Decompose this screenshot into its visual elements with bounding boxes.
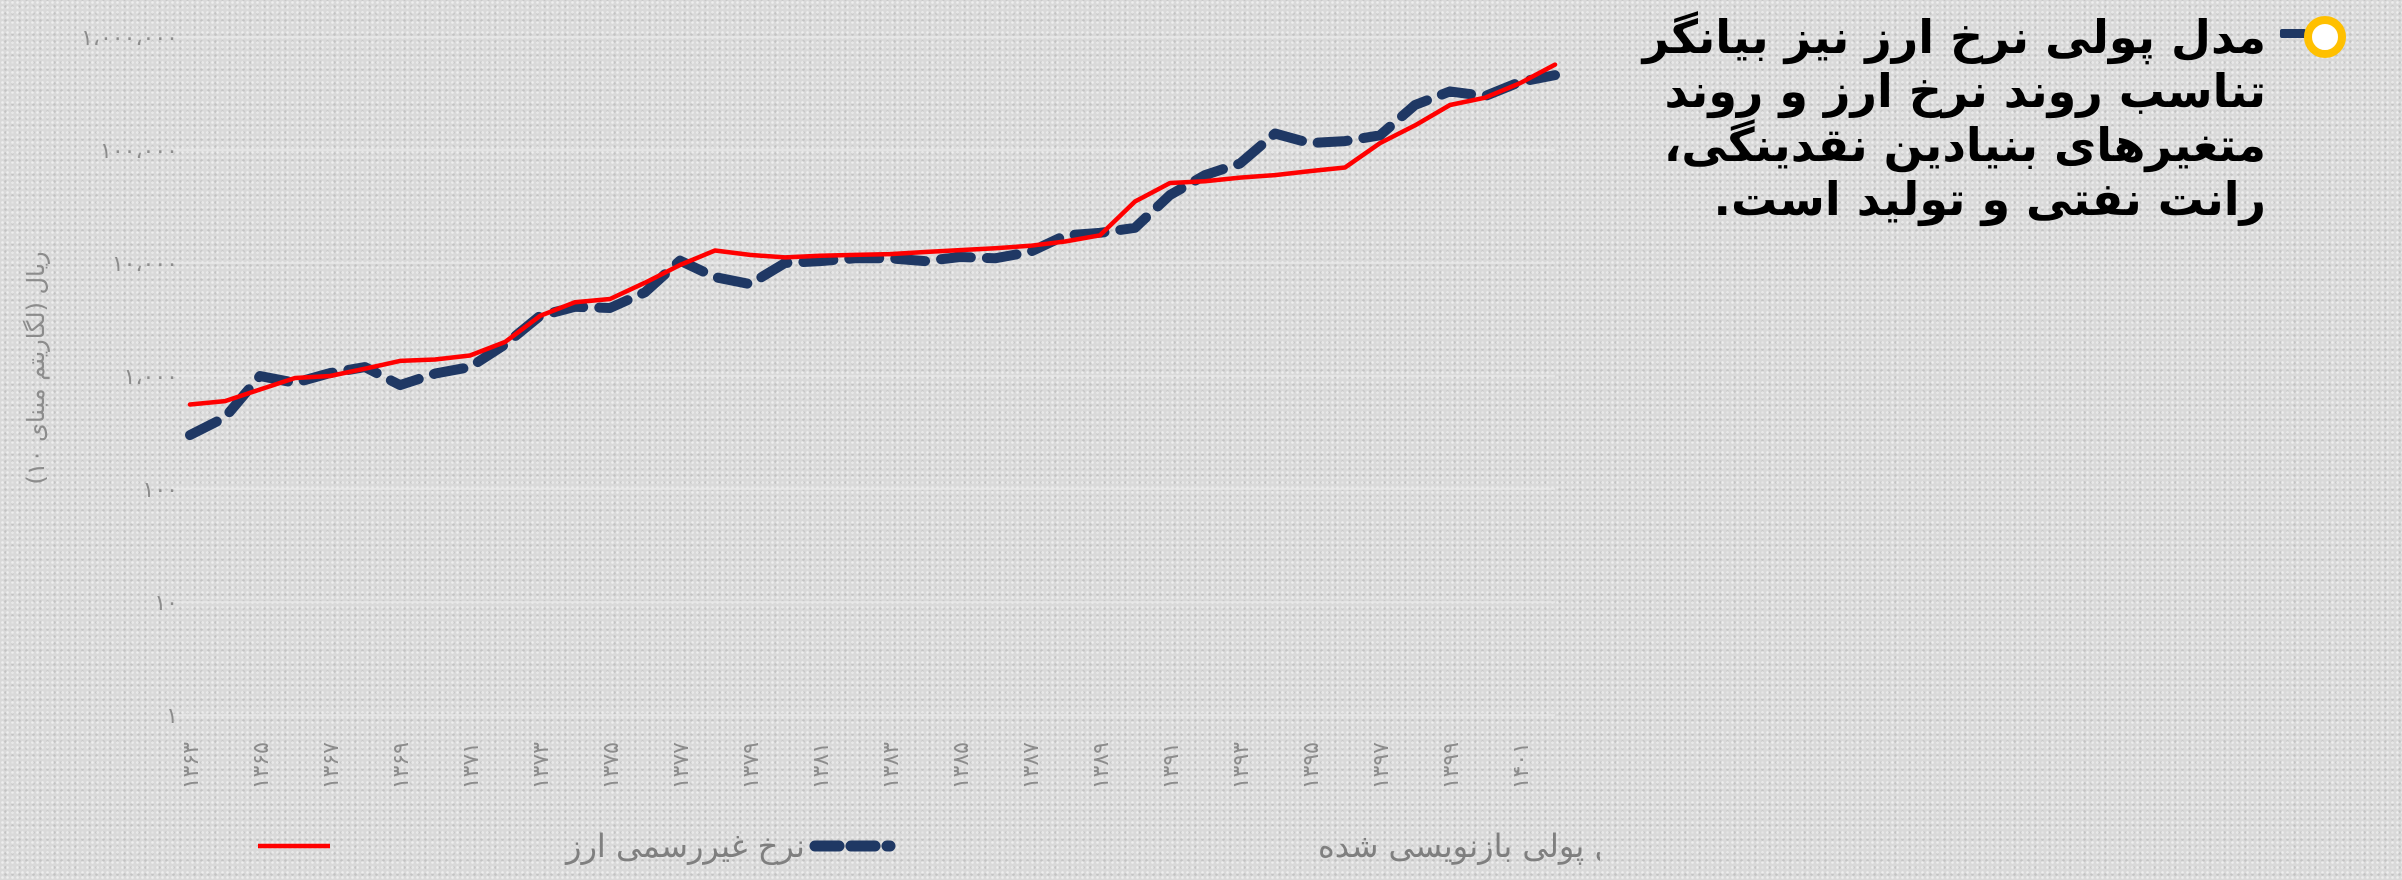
x-tick-label: ۱۳۷۱ <box>459 742 484 789</box>
x-tick-label: ۱۳۷۳ <box>529 742 554 789</box>
y-tick-label: ۱۰،۰۰۰ <box>112 252 178 277</box>
y-tick-label: ۱۰۰،۰۰۰ <box>100 139 178 164</box>
bullet-bar-shape <box>2280 29 2306 38</box>
legend-label: نرخ غیررسمی ارز <box>564 827 805 865</box>
x-tick-label: ۱۳۶۹ <box>389 742 414 789</box>
x-tick-label: ۱۳۸۱ <box>809 742 834 789</box>
x-tick-label: ۱۳۹۳ <box>1229 742 1254 789</box>
series-line-informal <box>187 62 1558 407</box>
series-line-model <box>185 70 1560 441</box>
bullet-point: مدل پولی نرخ ارز نیز بیانگر تناسب روند ن… <box>1584 10 2354 226</box>
x-tick-label: ۱۳۷۹ <box>739 742 764 789</box>
y-tick-label: ۱،۰۰۰،۰۰۰ <box>81 26 178 51</box>
x-tick-label: ۱۳۶۵ <box>249 742 274 789</box>
x-axis-ticks: ۱۳۶۳ ۱۳۶۵ ۱۳۶۷ ۱۳۶۹ ۱۳۷۱ ۱۳۷۳ ۱۳۷۵ ۱۳۷۷ ۱۳۷۹ ۱۳۸۱… <box>179 742 1534 789</box>
x-tick-label: ۱۳۸۹ <box>1089 742 1114 789</box>
x-tick-label: ۱۳۶۷ <box>319 742 344 789</box>
x-tick-label: ۱۳۸۵ <box>949 742 974 789</box>
x-tick-label: ۱۳۸۷ <box>1019 742 1044 789</box>
x-tick-label: ۱۳۹۷ <box>1369 742 1394 789</box>
y-axis-title: ریال (لگاریتم مبنای ۱۰) <box>22 251 50 484</box>
x-tick-label: ۱۳۹۱ <box>1159 742 1184 789</box>
x-tick-label: ۱۳۸۳ <box>879 742 904 789</box>
y-tick-label: ۱۰ <box>154 591 178 616</box>
y-axis-ticks: ۱ ۱۰ ۱۰۰ ۱،۰۰۰ ۱۰،۰۰۰ ۱۰۰،۰۰۰ ۱،۰۰۰،۰۰۰ <box>81 26 178 729</box>
bullet-text: مدل پولی نرخ ارز نیز بیانگر تناسب روند ن… <box>1642 10 2266 226</box>
x-tick-label: ۱۳۷۷ <box>669 742 694 789</box>
y-tick-label: ۱ <box>166 704 178 729</box>
x-tick-label: ۱۳۶۳ <box>179 742 204 789</box>
legend-label: نرخ ارز مدل پولی بازنویسی شده <box>1318 827 1600 865</box>
x-tick-label: ۱۴۰۱ <box>1509 742 1534 789</box>
x-tick-label: ۱۳۷۵ <box>599 742 624 789</box>
bullet-ring-shape <box>2304 16 2346 58</box>
x-tick-label: ۱۳۹۹ <box>1439 742 1464 789</box>
legend: نرخ غیررسمی ارز نرخ ارز مدل پولی بازنویسی… <box>258 827 1600 865</box>
ring-bullet-icon <box>2276 12 2354 58</box>
y-tick-label: ۱۰۰ <box>143 478 178 503</box>
x-tick-label: ۱۳۹۵ <box>1299 742 1324 789</box>
y-tick-label: ۱،۰۰۰ <box>124 365 178 390</box>
series-lines <box>185 62 1560 441</box>
